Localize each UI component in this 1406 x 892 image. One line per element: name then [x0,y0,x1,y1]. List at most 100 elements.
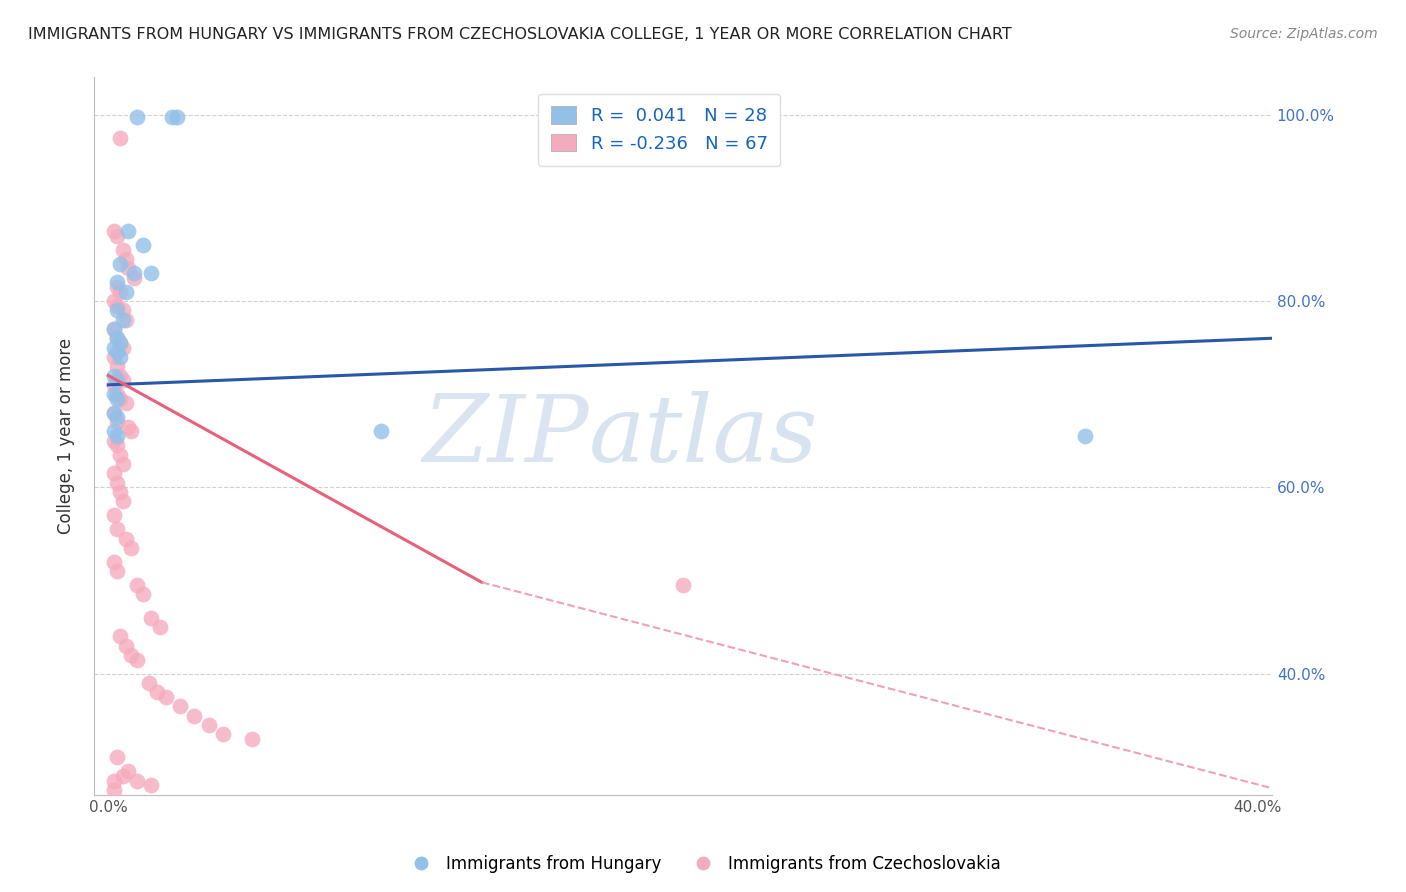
Point [105,522,128,536]
Point [120,425,142,439]
Point [117,261,139,276]
Point [108,392,131,406]
Point [105,359,128,374]
Point [103,322,125,336]
Point [114,312,136,326]
Point [105,392,128,406]
Point [108,285,131,299]
Point [125,110,148,124]
Point [108,335,131,350]
Point [117,224,139,238]
Point [169,699,191,714]
Point [105,475,128,490]
Point [103,425,125,439]
Point [103,368,125,383]
Point [105,331,128,345]
Text: Source: ZipAtlas.com: Source: ZipAtlas.com [1230,27,1378,41]
Point [108,131,131,145]
Point [114,285,136,299]
Point [138,676,160,690]
Point [105,299,128,313]
Point [103,341,125,355]
Point [105,345,128,359]
Text: IMMIGRANTS FROM HUNGARY VS IMMIGRANTS FROM CZECHOSLOVAKIA COLLEGE, 1 YEAR OR MOR: IMMIGRANTS FROM HUNGARY VS IMMIGRANTS FR… [28,27,1012,42]
Point [141,611,163,625]
Point [103,555,125,569]
Point [132,587,155,601]
Text: atlas: atlas [589,391,818,481]
Point [111,312,134,326]
Point [125,773,148,788]
Point [105,564,128,578]
Point [108,368,131,383]
Point [183,708,205,723]
Point [132,238,155,252]
Y-axis label: College, 1 year or more: College, 1 year or more [58,338,75,534]
Point [111,341,134,355]
Point [105,228,128,243]
Point [103,406,125,420]
Point [103,293,125,308]
Point [111,303,134,318]
Point [108,350,131,364]
Point [103,387,125,401]
Point [103,350,125,364]
Point [103,773,125,788]
Legend: R =  0.041   N = 28, R = -0.236   N = 67: R = 0.041 N = 28, R = -0.236 N = 67 [538,94,780,166]
Point [103,508,125,523]
Point [108,629,131,643]
Point [1074,429,1097,443]
Legend: Immigrants from Hungary, Immigrants from Czechoslovakia: Immigrants from Hungary, Immigrants from… [398,848,1008,880]
Point [111,769,134,783]
Point [111,243,134,257]
Point [111,373,134,387]
Point [125,652,148,666]
Point [108,257,131,271]
Point [114,639,136,653]
Point [160,110,183,124]
Point [105,429,128,443]
Point [141,266,163,280]
Point [146,685,169,699]
Point [155,690,177,704]
Point [117,419,139,434]
Point [240,731,263,746]
Point [117,764,139,779]
Point [108,335,131,350]
Point [141,778,163,792]
Point [108,485,131,500]
Point [105,750,128,764]
Point [114,396,136,410]
Point [103,322,125,336]
Point [114,532,136,546]
Point [198,718,221,732]
Point [103,224,125,238]
Point [105,387,128,401]
Point [125,578,148,592]
Point [108,448,131,462]
Text: ZIP: ZIP [422,391,589,481]
Point [149,620,172,634]
Point [122,270,145,285]
Point [103,434,125,448]
Point [103,467,125,481]
Point [105,415,128,429]
Point [105,438,128,452]
Point [114,252,136,266]
Point [105,276,128,290]
Point [105,373,128,387]
Point [120,648,142,662]
Point [103,377,125,392]
Point [103,783,125,797]
Point [103,406,125,420]
Point [105,303,128,318]
Point [105,410,128,425]
Point [672,578,695,592]
Point [166,111,188,125]
Point [111,457,134,471]
Point [370,425,392,439]
Point [122,266,145,280]
Point [120,541,142,555]
Point [105,331,128,345]
Point [212,727,235,741]
